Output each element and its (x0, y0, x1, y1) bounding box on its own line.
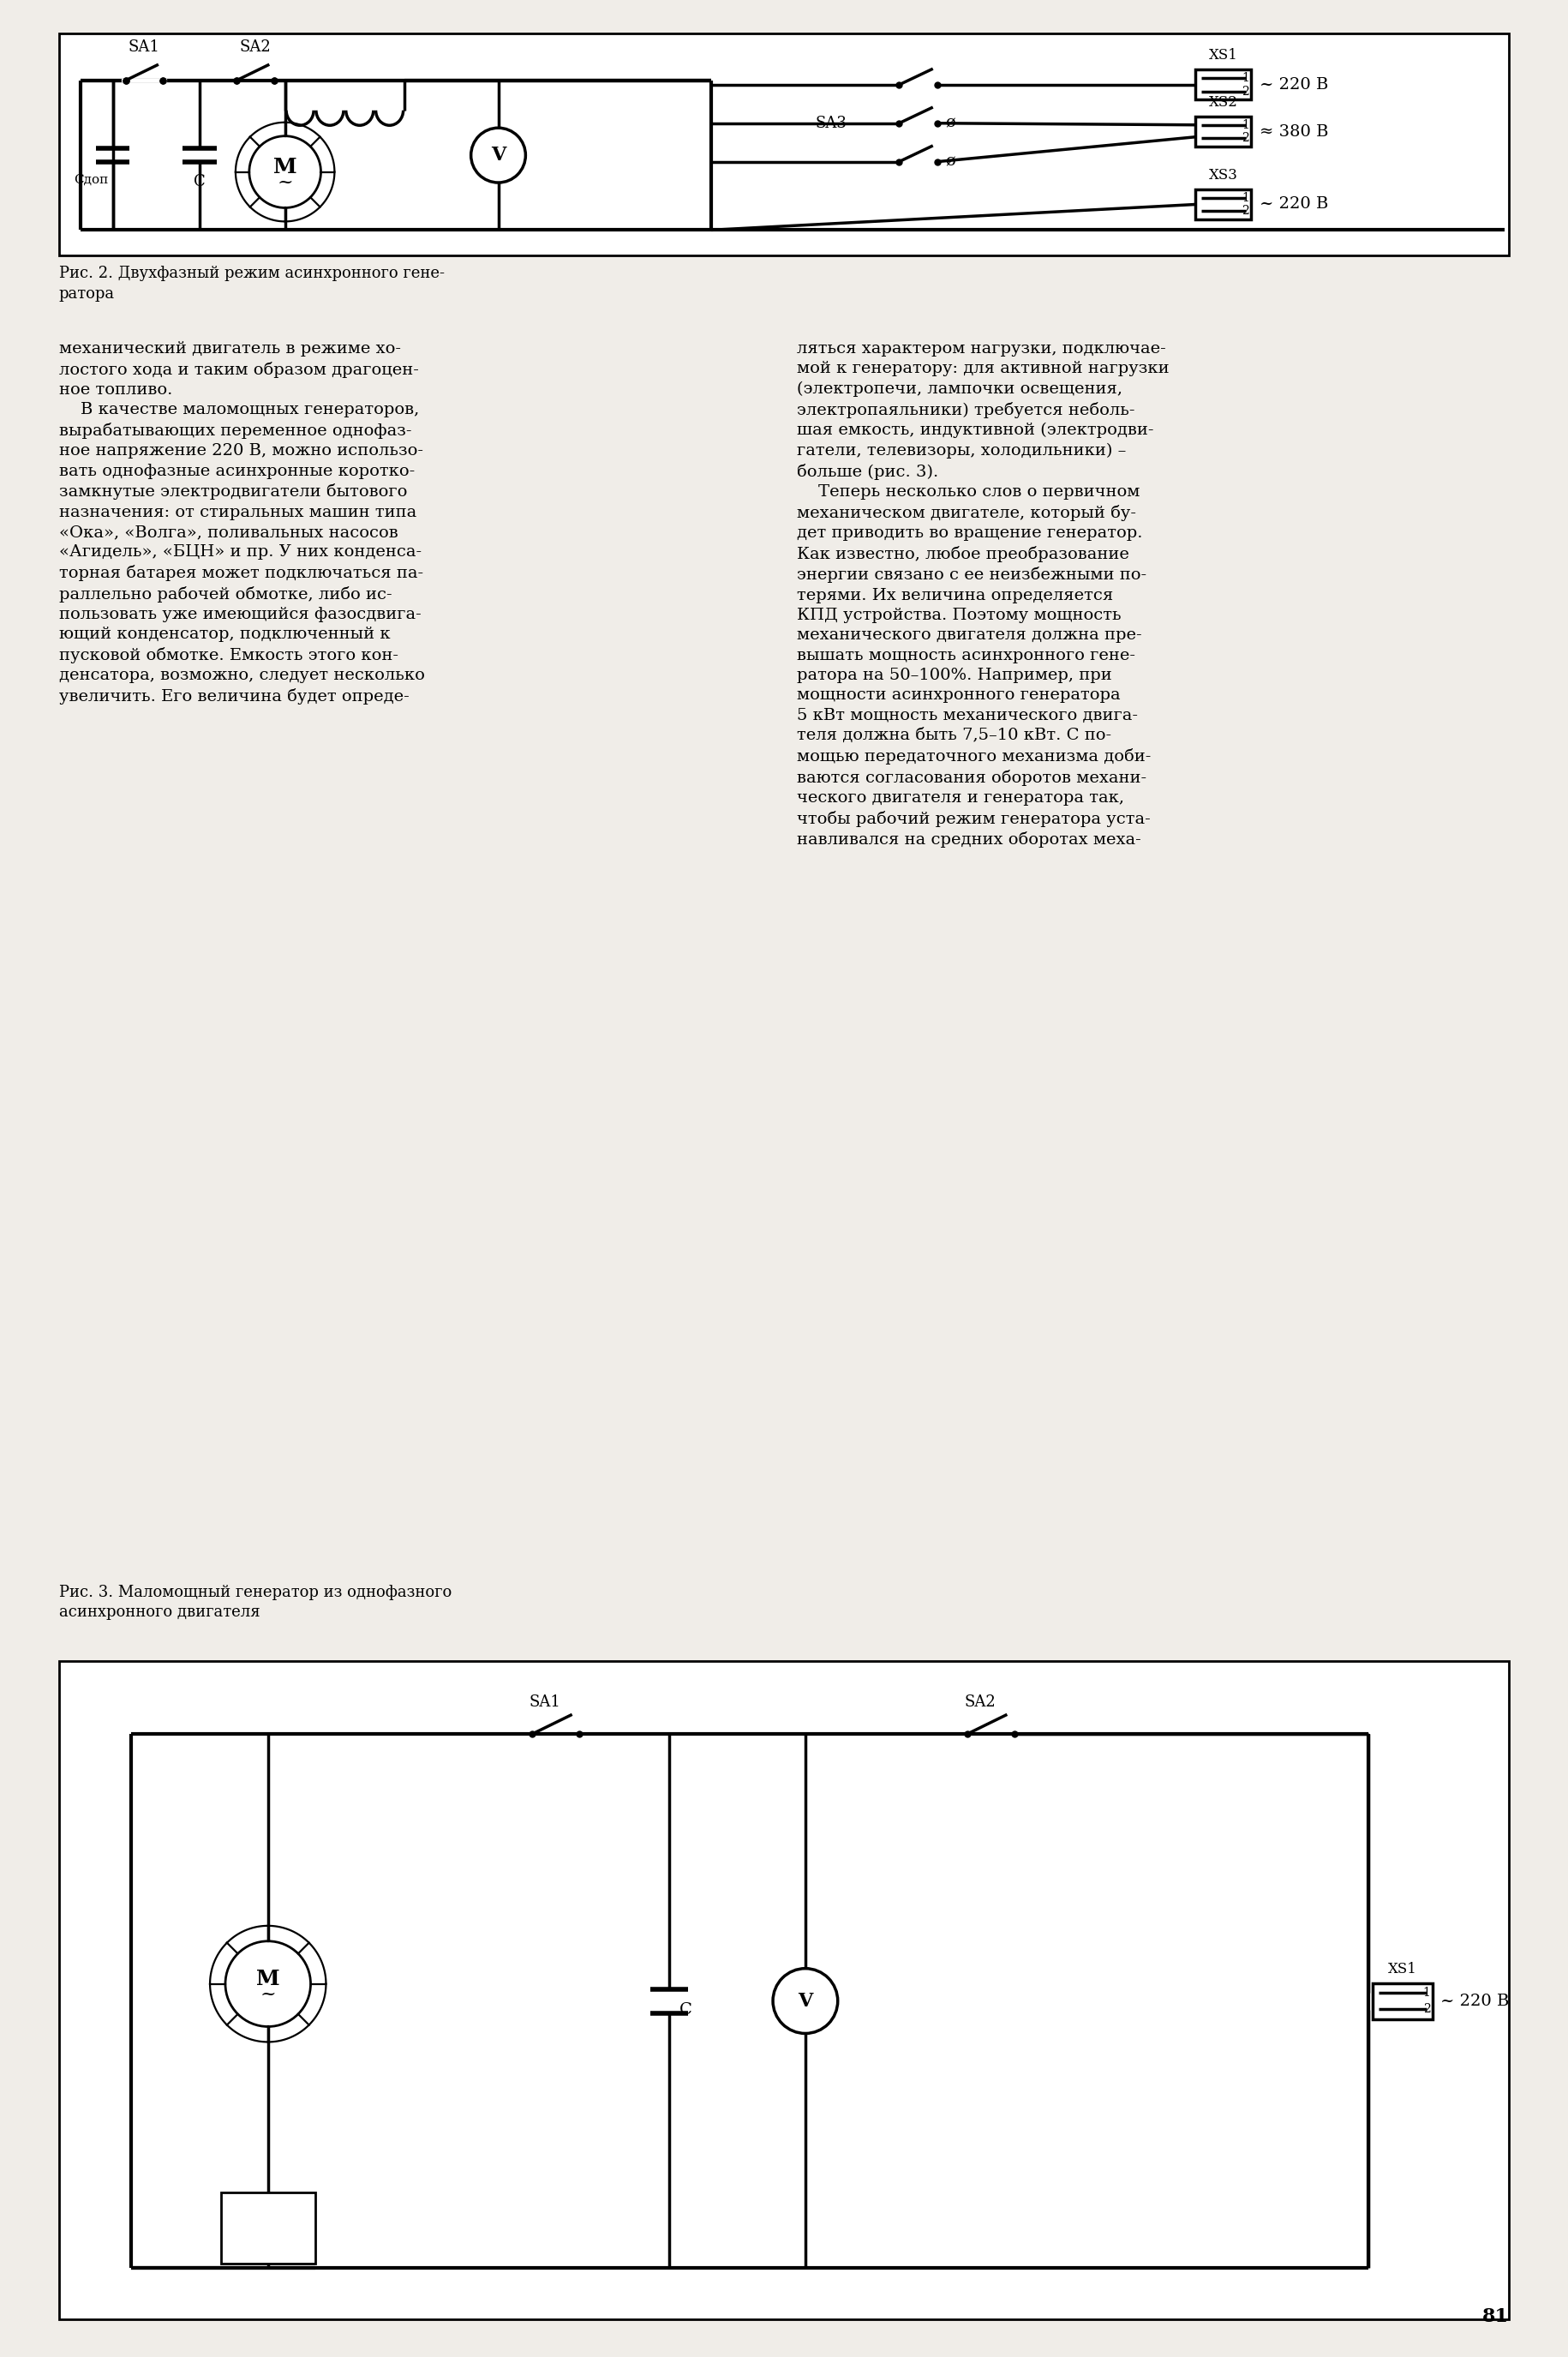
Text: XS3: XS3 (1209, 167, 1237, 181)
Bar (1372, 1982, 1432, 2020)
Text: C: C (679, 2001, 691, 2018)
Text: 2: 2 (1242, 205, 1250, 217)
Bar (1195, 118, 1251, 146)
Text: Рис. 2. Двухфазный режим асинхронного гене-
ратора: Рис. 2. Двухфазный режим асинхронного ге… (60, 266, 445, 302)
Text: SA1: SA1 (530, 1695, 561, 1709)
Text: ~: ~ (278, 172, 293, 191)
Text: XS1: XS1 (1388, 1961, 1417, 1975)
Bar (1195, 71, 1251, 99)
Circle shape (249, 137, 321, 207)
Text: C: C (278, 2227, 292, 2244)
Bar (60, 1662, 1508, 2319)
Text: Cдоп: Cдоп (74, 174, 108, 186)
Text: SA2: SA2 (964, 1695, 996, 1709)
Bar (1195, 189, 1251, 219)
Circle shape (773, 1968, 837, 2034)
Text: ~ 220 В: ~ 220 В (1441, 1994, 1510, 2008)
Bar (60, 33, 1508, 255)
Text: ~ 220 В: ~ 220 В (1259, 78, 1328, 92)
Text: SA3: SA3 (815, 115, 847, 132)
Text: C: C (194, 174, 205, 189)
Text: 1: 1 (1242, 191, 1250, 203)
Text: ~ 220 В: ~ 220 В (1259, 196, 1328, 212)
Text: ляться характером нагрузки, подключае-
мой к генератору: для активной нагрузки
(: ляться характером нагрузки, подключае- м… (797, 342, 1170, 849)
Text: V: V (798, 1992, 812, 2011)
Text: M: M (273, 156, 296, 177)
Text: механический двигатель в режиме хо-
лостого хода и таким образом драгоцен-
ное т: механический двигатель в режиме хо- лост… (60, 342, 425, 705)
Text: XS2: XS2 (1209, 94, 1237, 111)
Text: V: V (491, 146, 506, 165)
Text: SA1: SA1 (129, 40, 160, 54)
Text: ø: ø (946, 153, 955, 170)
Text: 2: 2 (1242, 132, 1250, 144)
Bar (221, 2192, 315, 2263)
Text: Рис. 3. Маломощный генератор из однофазного
асинхронного двигателя: Рис. 3. Маломощный генератор из однофазн… (60, 1584, 452, 1619)
Text: 81: 81 (1482, 2308, 1508, 2326)
Text: 1: 1 (1242, 73, 1250, 85)
Text: M: M (256, 1968, 279, 1989)
Text: 1: 1 (1242, 120, 1250, 132)
Text: ≈ 380 В: ≈ 380 В (1259, 125, 1328, 139)
Text: XS1: XS1 (1209, 49, 1237, 64)
Text: 2: 2 (1242, 85, 1250, 97)
Circle shape (226, 1942, 310, 2027)
Text: ~: ~ (260, 1985, 276, 2003)
Circle shape (470, 127, 525, 181)
Text: SA2: SA2 (240, 40, 271, 54)
Text: 2: 2 (1424, 2003, 1430, 2015)
Text: ø: ø (946, 115, 955, 132)
Text: 1: 1 (1422, 1987, 1430, 1999)
